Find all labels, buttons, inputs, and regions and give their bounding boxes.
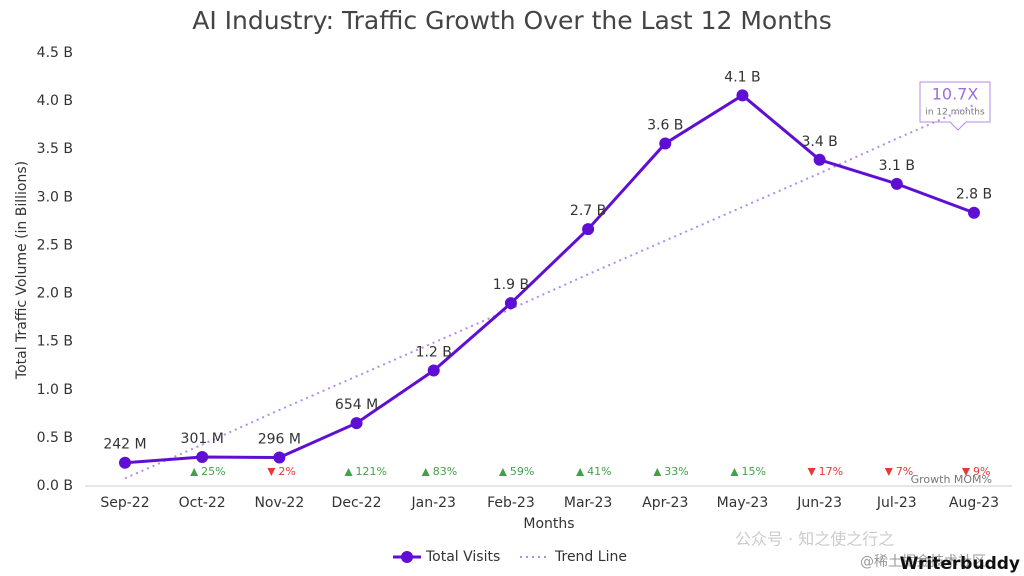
growth-label: 25% bbox=[201, 465, 225, 478]
x-tick-label: Jan-23 bbox=[411, 495, 456, 511]
data-label: 242 M bbox=[103, 437, 146, 453]
y-tick-label: 0.0 B bbox=[37, 478, 73, 494]
growth-label: 59% bbox=[510, 465, 534, 478]
growth-label: 83% bbox=[433, 465, 457, 478]
growth-label: 121% bbox=[356, 465, 387, 478]
y-tick-label: 2.5 B bbox=[37, 237, 73, 253]
data-label: 3.1 B bbox=[879, 158, 915, 174]
legend-label: Total Visits bbox=[425, 549, 500, 565]
growth-label: 7% bbox=[896, 465, 913, 478]
growth-arrow bbox=[344, 468, 353, 476]
growth-arrow bbox=[962, 468, 970, 476]
x-tick-label: Sep-22 bbox=[100, 495, 149, 511]
growth-arrow bbox=[421, 468, 430, 476]
data-label: 2.7 B bbox=[570, 203, 606, 219]
brand: Writerbuddy bbox=[900, 554, 1020, 574]
x-axis-title: Months bbox=[523, 516, 574, 532]
x-tick-label: May-23 bbox=[717, 495, 769, 511]
y-tick-label: 3.0 B bbox=[37, 189, 73, 205]
data-label: 296 M bbox=[258, 432, 301, 448]
point bbox=[890, 177, 903, 190]
point bbox=[273, 451, 286, 464]
growth-label: 15% bbox=[741, 465, 765, 478]
x-tick-label: Aug-23 bbox=[949, 495, 999, 511]
annotation-text: 10.7X bbox=[932, 85, 979, 104]
point bbox=[504, 297, 517, 310]
data-label: 654 M bbox=[335, 397, 378, 413]
data-label: 3.6 B bbox=[647, 117, 683, 133]
legend-label: Trend Line bbox=[554, 549, 627, 565]
growth-label: 17% bbox=[819, 465, 843, 478]
growth-label: 41% bbox=[587, 465, 611, 478]
point bbox=[659, 137, 672, 150]
series-line bbox=[124, 93, 975, 465]
growth-arrow bbox=[884, 468, 893, 476]
point bbox=[736, 89, 749, 102]
annotation-box bbox=[919, 81, 991, 131]
x-tick-label: Jun-23 bbox=[796, 495, 842, 511]
point bbox=[813, 153, 826, 166]
data-label: 2.8 B bbox=[956, 187, 992, 203]
y-tick-label: 1.0 B bbox=[37, 382, 73, 398]
point bbox=[427, 364, 440, 377]
x-tick-label: Feb-23 bbox=[487, 495, 535, 511]
point bbox=[968, 206, 980, 219]
growth-title: Growth MOM% bbox=[911, 473, 992, 486]
point bbox=[196, 451, 209, 464]
y-tick-label: 1.5 B bbox=[37, 334, 73, 350]
growth-arrow bbox=[267, 468, 276, 476]
x-tick-label: Oct-22 bbox=[179, 495, 226, 511]
growth-arrow bbox=[653, 468, 662, 476]
data-label: 1.2 B bbox=[416, 345, 452, 361]
data-label: 1.9 B bbox=[493, 277, 529, 293]
x-tick-label: Nov-22 bbox=[254, 495, 304, 511]
x-tick-label: Jul-23 bbox=[876, 495, 917, 511]
growth-arrow bbox=[498, 468, 507, 476]
x-tick-label: Dec-22 bbox=[332, 495, 382, 511]
watermark: 公众号 · 知之使之行之 bbox=[735, 530, 894, 549]
growth-arrow bbox=[730, 468, 739, 476]
growth-label: 33% bbox=[664, 465, 688, 478]
growth-arrow bbox=[190, 468, 199, 476]
y-tick-label: 0.5 B bbox=[37, 430, 73, 446]
growth-arrow bbox=[807, 468, 816, 476]
growth-label: 9% bbox=[973, 465, 990, 478]
data-label: 301 M bbox=[181, 431, 224, 447]
trend-line bbox=[124, 104, 975, 480]
point bbox=[350, 417, 363, 430]
growth-arrow bbox=[576, 468, 585, 476]
y-axis-title: Total Traffic Volume (in Billions) bbox=[14, 161, 30, 380]
legend-swatch bbox=[401, 551, 413, 563]
data-label: 4.1 B bbox=[724, 69, 760, 85]
data-label: 3.4 B bbox=[801, 134, 837, 150]
y-tick-label: 4.0 B bbox=[37, 93, 73, 109]
x-tick-label: Apr-23 bbox=[642, 495, 688, 511]
y-tick-label: 4.5 B bbox=[37, 45, 73, 61]
y-tick-label: 2.0 B bbox=[37, 286, 73, 302]
y-tick-label: 3.5 B bbox=[37, 141, 73, 157]
growth-label: 2% bbox=[278, 465, 295, 478]
chart-title: AI Industry: Traffic Growth Over the Las… bbox=[192, 6, 832, 35]
watermark: @稀土掘金技术社区 bbox=[860, 554, 986, 570]
x-tick-label: Mar-23 bbox=[564, 495, 612, 511]
point bbox=[582, 223, 595, 236]
point bbox=[119, 456, 131, 469]
